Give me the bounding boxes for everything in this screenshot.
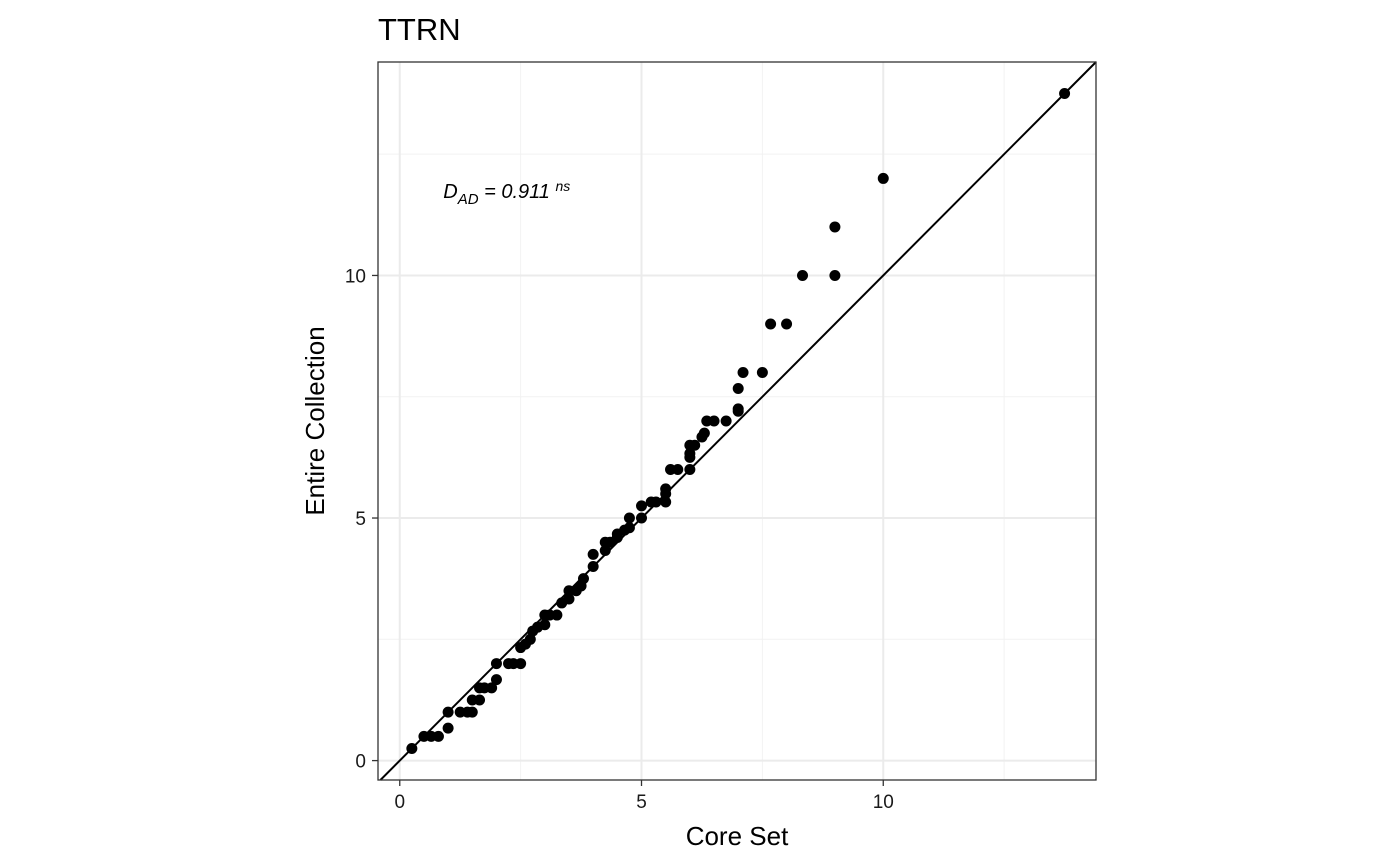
data-point — [672, 464, 684, 476]
y-tick-label: 10 — [345, 266, 366, 287]
data-point — [490, 674, 502, 686]
y-axis-ticks: 0 5 10 — [345, 266, 378, 773]
data-point — [587, 561, 599, 573]
data-point — [563, 593, 575, 605]
data-point — [599, 545, 611, 557]
annotation-subscript: AD — [457, 191, 479, 208]
data-point — [708, 415, 720, 427]
data-point — [684, 464, 696, 476]
data-point — [636, 512, 648, 524]
data-points — [406, 88, 1071, 754]
data-point — [524, 633, 536, 645]
data-point — [732, 382, 744, 394]
data-point — [829, 221, 841, 233]
data-point — [551, 609, 563, 621]
x-tick-label: 10 — [873, 792, 894, 813]
data-point — [660, 483, 672, 495]
ad-statistic-annotation: DAD = 0.911 ns — [443, 178, 570, 208]
data-point — [442, 706, 454, 718]
data-point — [406, 742, 418, 754]
data-point — [684, 448, 696, 460]
data-point — [577, 573, 589, 585]
data-point — [474, 694, 486, 706]
data-point — [877, 172, 889, 184]
data-point — [829, 269, 841, 281]
x-tick-label: 5 — [636, 792, 647, 813]
x-axis-ticks: 0 5 10 — [394, 780, 894, 813]
data-point — [720, 415, 732, 427]
plot-panel-border — [377, 61, 1097, 781]
data-point — [781, 318, 793, 330]
data-point — [432, 730, 444, 742]
data-point — [623, 512, 635, 524]
y-axis-title: Entire Collection — [300, 326, 330, 515]
y-tick-label: 5 — [355, 509, 366, 530]
data-point — [623, 522, 635, 534]
data-point — [490, 658, 502, 670]
annotation-base: D — [443, 181, 457, 203]
data-point — [587, 548, 599, 560]
data-point — [636, 500, 648, 512]
x-axis-title: Core Set — [686, 821, 789, 851]
data-point — [737, 366, 749, 378]
annotation-superscript: ns — [555, 178, 570, 194]
data-point — [689, 439, 701, 451]
data-point — [650, 496, 662, 508]
data-point — [466, 706, 478, 718]
chart-title: TTRN — [378, 12, 461, 47]
data-point — [732, 403, 744, 415]
x-tick-label: 0 — [394, 792, 405, 813]
data-point — [539, 619, 551, 631]
data-point — [765, 318, 777, 330]
data-point — [660, 496, 672, 508]
y-tick-label: 0 — [355, 752, 366, 773]
data-point — [486, 682, 498, 694]
data-point — [756, 366, 768, 378]
data-point — [515, 658, 527, 670]
minor-gridlines — [378, 62, 1096, 780]
data-point — [1059, 88, 1071, 100]
data-point — [698, 427, 710, 439]
annotation-value: = 0.911 — [479, 181, 556, 203]
data-point — [442, 722, 454, 734]
data-point — [797, 269, 809, 281]
